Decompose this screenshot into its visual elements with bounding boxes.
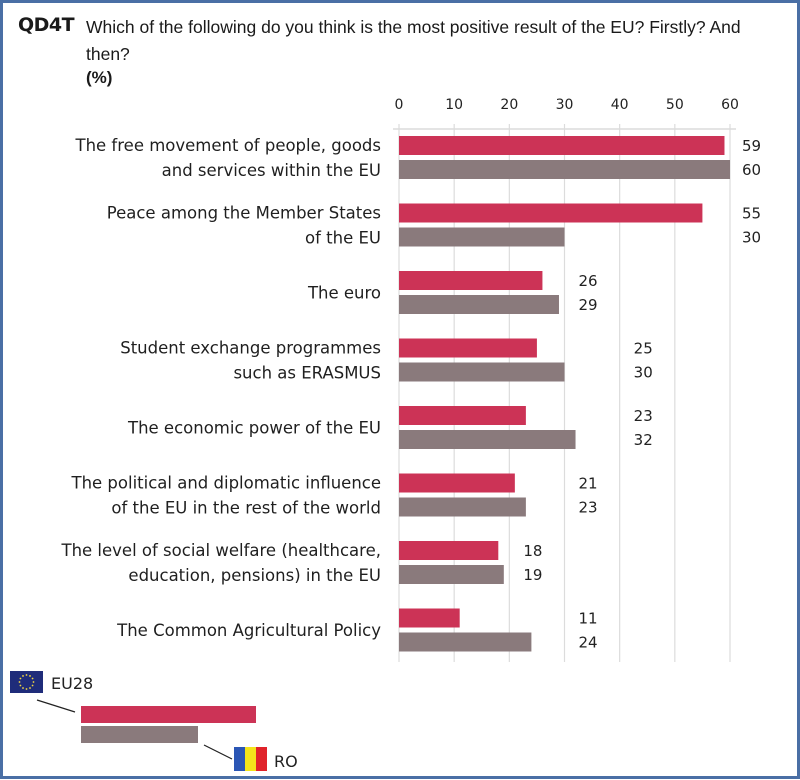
x-tick-label: 20 (500, 97, 518, 113)
category-label: and services within the EU (162, 161, 381, 180)
eu-flag-star (25, 674, 28, 676)
value-label-eu28: 25 (634, 340, 653, 358)
value-label-eu28: 26 (579, 272, 598, 290)
bar-eu28 (399, 136, 725, 155)
category-label: education, pensions) in the EU (128, 566, 381, 585)
bar-eu28 (399, 541, 499, 560)
value-label-ro: 19 (523, 566, 542, 584)
value-label-ro: 30 (742, 229, 761, 247)
bar-ro (399, 430, 576, 449)
value-label-eu28: 21 (579, 475, 598, 493)
bar-eu28 (399, 473, 515, 493)
value-label-ro: 60 (742, 161, 761, 179)
category-label: of the EU (305, 229, 381, 248)
category-label: Peace among the Member States (107, 204, 381, 223)
value-label-ro: 29 (579, 296, 598, 314)
category-label: The free movement of people, goods (75, 136, 382, 155)
eu-flag-star (31, 684, 34, 687)
bar-eu28 (399, 406, 526, 425)
category-label: of the EU in the rest of the world (111, 499, 381, 518)
category-label: Student exchange programmes (120, 339, 381, 358)
eu-flag-star (29, 675, 31, 677)
x-tick-label: 10 (445, 97, 463, 113)
romania-flag-yellow (245, 747, 256, 771)
bar-eu28 (399, 203, 703, 223)
value-label-eu28: 55 (742, 205, 761, 223)
legend-connector-ro (203, 744, 233, 760)
eu-flag-star (22, 675, 24, 677)
bar-ro (399, 497, 526, 517)
bar-eu28 (399, 271, 543, 290)
romania-flag-red (256, 747, 267, 771)
value-label-ro: 24 (579, 634, 598, 652)
category-label: The economic power of the EU (127, 419, 381, 438)
value-label-eu28: 59 (742, 137, 761, 155)
category-label: The level of social welfare (healthcare, (61, 541, 382, 560)
legend-bar-eu28 (81, 706, 256, 723)
eu-flag-star (19, 684, 22, 687)
legend-bar-ro (81, 726, 198, 743)
category-label: such as ERASMUS (233, 364, 381, 383)
bar-eu28 (399, 338, 537, 358)
bar-ro (399, 565, 504, 584)
eu-flag-icon (10, 671, 43, 693)
unit-label: (%) (86, 68, 113, 87)
value-label-ro: 32 (634, 431, 653, 449)
value-label-eu28: 18 (523, 542, 542, 560)
eu-flag-star (32, 681, 35, 683)
category-label: The euro (307, 284, 381, 303)
value-label-eu28: 11 (579, 610, 598, 628)
category-label: The political and diplomatic influence (70, 474, 381, 493)
legend-label-eu28: EU28 (51, 674, 93, 693)
eu-flag-star (18, 681, 21, 683)
eu-flag-star (19, 677, 22, 680)
x-tick-label: 30 (556, 97, 574, 113)
question-code: QD4T (18, 14, 75, 36)
bar-ro (399, 227, 565, 247)
eu-flag-star (22, 687, 24, 689)
value-label-eu28: 23 (634, 407, 653, 425)
eu-flag-star (29, 687, 31, 689)
bar-ro (399, 632, 532, 652)
bar-ro (399, 362, 565, 382)
bar-ro (399, 160, 730, 179)
eu-flag-star (25, 688, 28, 690)
x-tick-label: 60 (721, 97, 739, 113)
romania-flag-blue (234, 747, 245, 771)
legend-connector-eu28 (36, 699, 76, 713)
bar-ro (399, 295, 559, 314)
x-tick-label: 0 (395, 97, 404, 113)
legend-label-ro: RO (274, 752, 298, 771)
bar-eu28 (399, 608, 460, 628)
value-label-ro: 30 (634, 364, 653, 382)
x-tick-label: 50 (666, 97, 684, 113)
value-label-ro: 23 (579, 499, 598, 517)
question-text: Which of the following do you think is t… (86, 17, 741, 64)
eu-flag-star (31, 677, 34, 680)
category-label: The Common Agricultural Policy (116, 621, 381, 640)
x-tick-label: 40 (611, 97, 629, 113)
